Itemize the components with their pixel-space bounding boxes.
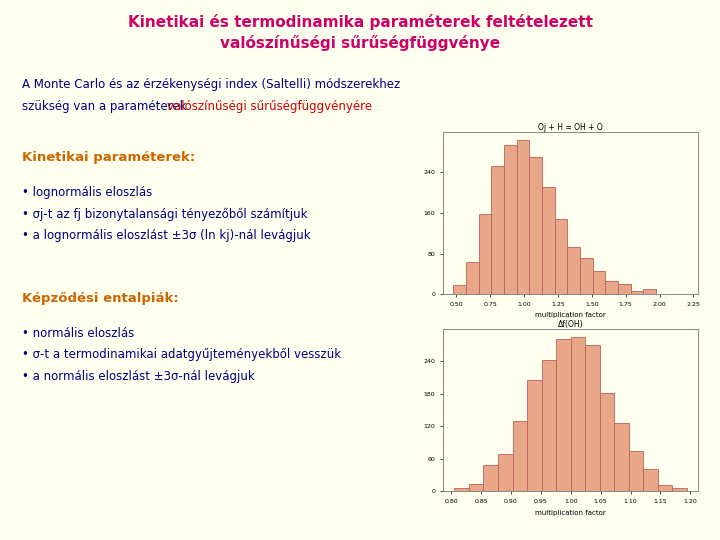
Text: • a lognormális eloszlást ±3σ (ln kj)-nál levágjuk: • a lognormális eloszlást ±3σ (ln kj)-ná…: [22, 230, 310, 242]
Text: A Monte Carlo és az érzékenységi index (Saltelli) módszerekhez: A Monte Carlo és az érzékenységi index (…: [22, 78, 400, 91]
Bar: [629, 451, 643, 491]
Text: • normális eloszlás: • normális eloszlás: [22, 327, 134, 340]
Bar: [479, 214, 491, 294]
Bar: [614, 423, 629, 491]
Text: valószínűségi sűrűségfüggvénye: valószínűségi sűrűségfüggvénye: [220, 35, 500, 51]
Text: • lognormális eloszlás: • lognormális eloszlás: [22, 186, 152, 199]
Bar: [570, 337, 585, 491]
Text: • σj-t az fj bizonytalansági tényezőből számítjuk: • σj-t az fj bizonytalansági tényezőből …: [22, 208, 307, 221]
Bar: [454, 488, 469, 491]
Bar: [517, 140, 529, 294]
Bar: [541, 360, 556, 491]
Bar: [527, 380, 541, 491]
Bar: [466, 262, 479, 294]
X-axis label: multiplication factor: multiplication factor: [535, 313, 606, 319]
Bar: [643, 469, 658, 491]
Title: Δf(OH): Δf(OH): [558, 320, 583, 329]
Bar: [542, 187, 554, 294]
Bar: [631, 291, 644, 294]
Bar: [529, 157, 542, 294]
Bar: [593, 272, 606, 294]
Bar: [504, 145, 517, 294]
Bar: [454, 285, 466, 294]
Bar: [585, 345, 600, 491]
Text: • σ-t a termodinamikai adatgyűjteményekből vesszük: • σ-t a termodinamikai adatgyűjteményekb…: [22, 348, 341, 361]
Text: valószínűségi sűrűségfüggvényére: valószínűségi sűrűségfüggvényére: [167, 100, 372, 113]
Text: Kinetikai paraméterek:: Kinetikai paraméterek:: [22, 151, 195, 164]
Bar: [567, 247, 580, 294]
Bar: [644, 289, 656, 294]
Text: szükség van a paraméterek: szükség van a paraméterek: [22, 100, 190, 113]
Text: Képződési entalpiák:: Képződési entalpiák:: [22, 292, 179, 305]
Bar: [600, 393, 614, 491]
Bar: [556, 339, 570, 491]
Bar: [580, 258, 593, 294]
Bar: [483, 465, 498, 491]
Bar: [554, 219, 567, 294]
Bar: [672, 488, 687, 491]
Bar: [513, 421, 527, 491]
Bar: [469, 484, 483, 491]
Bar: [606, 281, 618, 294]
Bar: [498, 454, 513, 491]
Bar: [491, 166, 504, 294]
Text: • a normális eloszlást ±3σ-nál levágjuk: • a normális eloszlást ±3σ-nál levágjuk: [22, 370, 254, 383]
Text: Kinetikai és termodinamika paraméterek feltételezett: Kinetikai és termodinamika paraméterek f…: [127, 14, 593, 30]
Title: Oj + H = OH + O: Oj + H = OH + O: [539, 123, 603, 132]
X-axis label: multiplication factor: multiplication factor: [535, 510, 606, 516]
Bar: [618, 284, 631, 294]
Bar: [658, 485, 672, 491]
